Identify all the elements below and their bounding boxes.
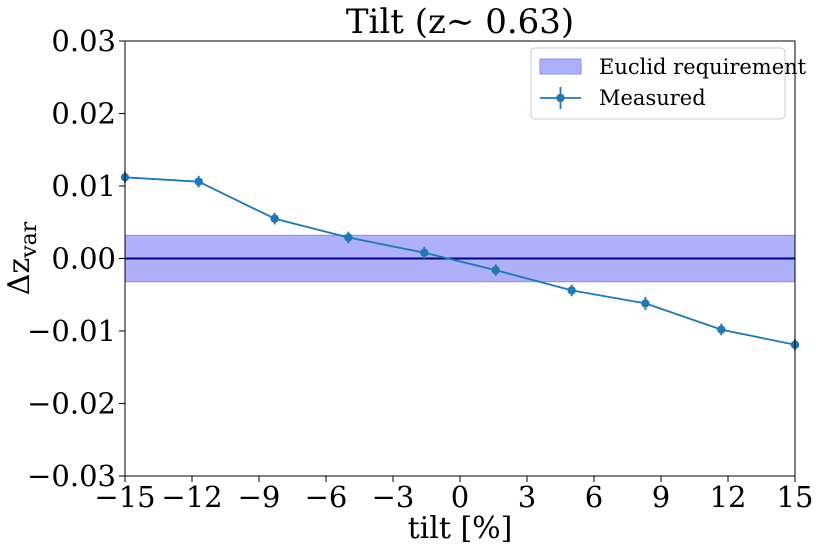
x-tick-label: 3 <box>518 480 536 514</box>
x-tick-label: 0 <box>451 480 469 514</box>
x-tick-label: −3 <box>372 480 415 514</box>
x-tick-label: 6 <box>585 480 603 514</box>
x-tick-label: 12 <box>710 480 747 514</box>
y-tick-label: 0.03 <box>51 24 116 58</box>
data-point <box>270 214 279 223</box>
x-tick-label: 9 <box>652 480 670 514</box>
data-point <box>717 325 726 334</box>
legend: Euclid requirement Measured <box>530 47 807 120</box>
data-point <box>344 233 353 242</box>
data-point <box>194 177 203 186</box>
y-axis-label: Δzvar <box>2 221 42 295</box>
y-tick-label: −0.02 <box>27 387 116 421</box>
x-tick-label: −15 <box>94 480 155 514</box>
y-tick-label: −0.01 <box>27 314 116 348</box>
y-tick-label: 0.02 <box>51 97 116 131</box>
series-layer <box>120 171 800 351</box>
legend-entry-euclid-requirement: Euclid requirement <box>599 55 807 79</box>
y-axis-label-subscript: var <box>17 221 42 259</box>
legend-entry-measured: Measured <box>599 86 706 110</box>
data-point <box>420 248 429 257</box>
legend-box <box>530 47 786 120</box>
data-point <box>567 286 576 295</box>
data-point <box>491 265 500 275</box>
y-axis-label-main: Δz <box>2 258 37 295</box>
chart-title: Tilt (z∼ 0.63) <box>346 2 574 42</box>
series-line-measured <box>124 176 796 346</box>
y-axis-ticks: 0.03 0.02 0.01 0.00 −0.01 −0.02 −0.03 <box>27 24 125 493</box>
legend-series-marker <box>556 93 565 103</box>
x-tick-label: −9 <box>238 480 281 514</box>
y-tick-label: 0.00 <box>51 242 116 276</box>
x-tick-label: 15 <box>777 480 814 514</box>
x-axis-ticks: −15 −12 −9 −6 −3 0 3 6 9 12 15 <box>94 476 813 514</box>
y-tick-label: −0.03 <box>27 459 116 493</box>
x-tick-label: −6 <box>305 480 348 514</box>
legend-band-swatch <box>539 58 582 75</box>
data-point <box>641 299 650 308</box>
y-tick-label: 0.01 <box>51 169 116 203</box>
x-axis-label: tilt [%] <box>408 511 513 546</box>
x-tick-label: −12 <box>161 480 222 514</box>
